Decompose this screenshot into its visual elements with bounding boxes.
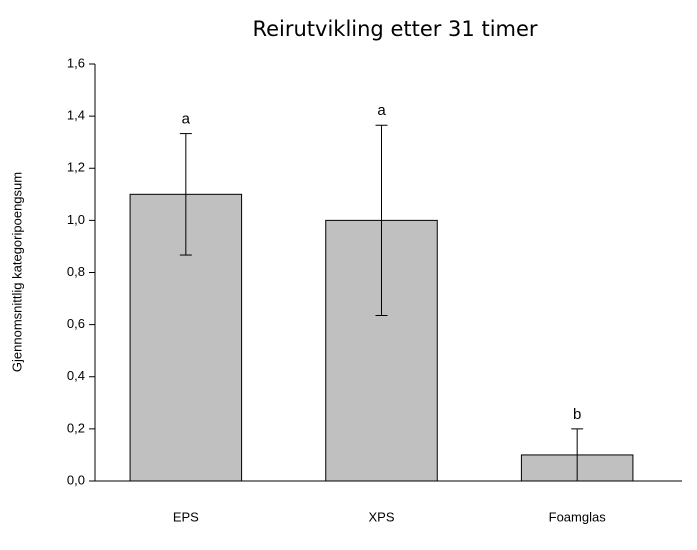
annotation: a — [182, 111, 191, 128]
y-tick-label: 0,8 — [67, 264, 85, 279]
y-tick-label: 1,2 — [67, 160, 85, 175]
y-tick-label: 1,6 — [67, 55, 85, 70]
y-tick-label: 1,0 — [67, 212, 85, 227]
y-tick-label: 0,4 — [67, 368, 85, 383]
chart-title: Reirutvikling etter 31 timer — [252, 17, 537, 41]
y-tick-label: 1,4 — [67, 108, 85, 123]
y-axis-label: Gjennomsnittlig kategoripoengsum — [9, 172, 24, 372]
annotation: b — [573, 406, 581, 423]
x-tick-label: XPS — [368, 509, 394, 524]
x-tick-label: EPS — [173, 509, 199, 524]
annotation: a — [377, 102, 386, 119]
y-tick-label: 0,0 — [67, 472, 85, 487]
y-tick-label: 0,6 — [67, 316, 85, 331]
y-tick-label: 0,2 — [67, 420, 85, 435]
x-tick-label: Foamglas — [549, 509, 607, 524]
